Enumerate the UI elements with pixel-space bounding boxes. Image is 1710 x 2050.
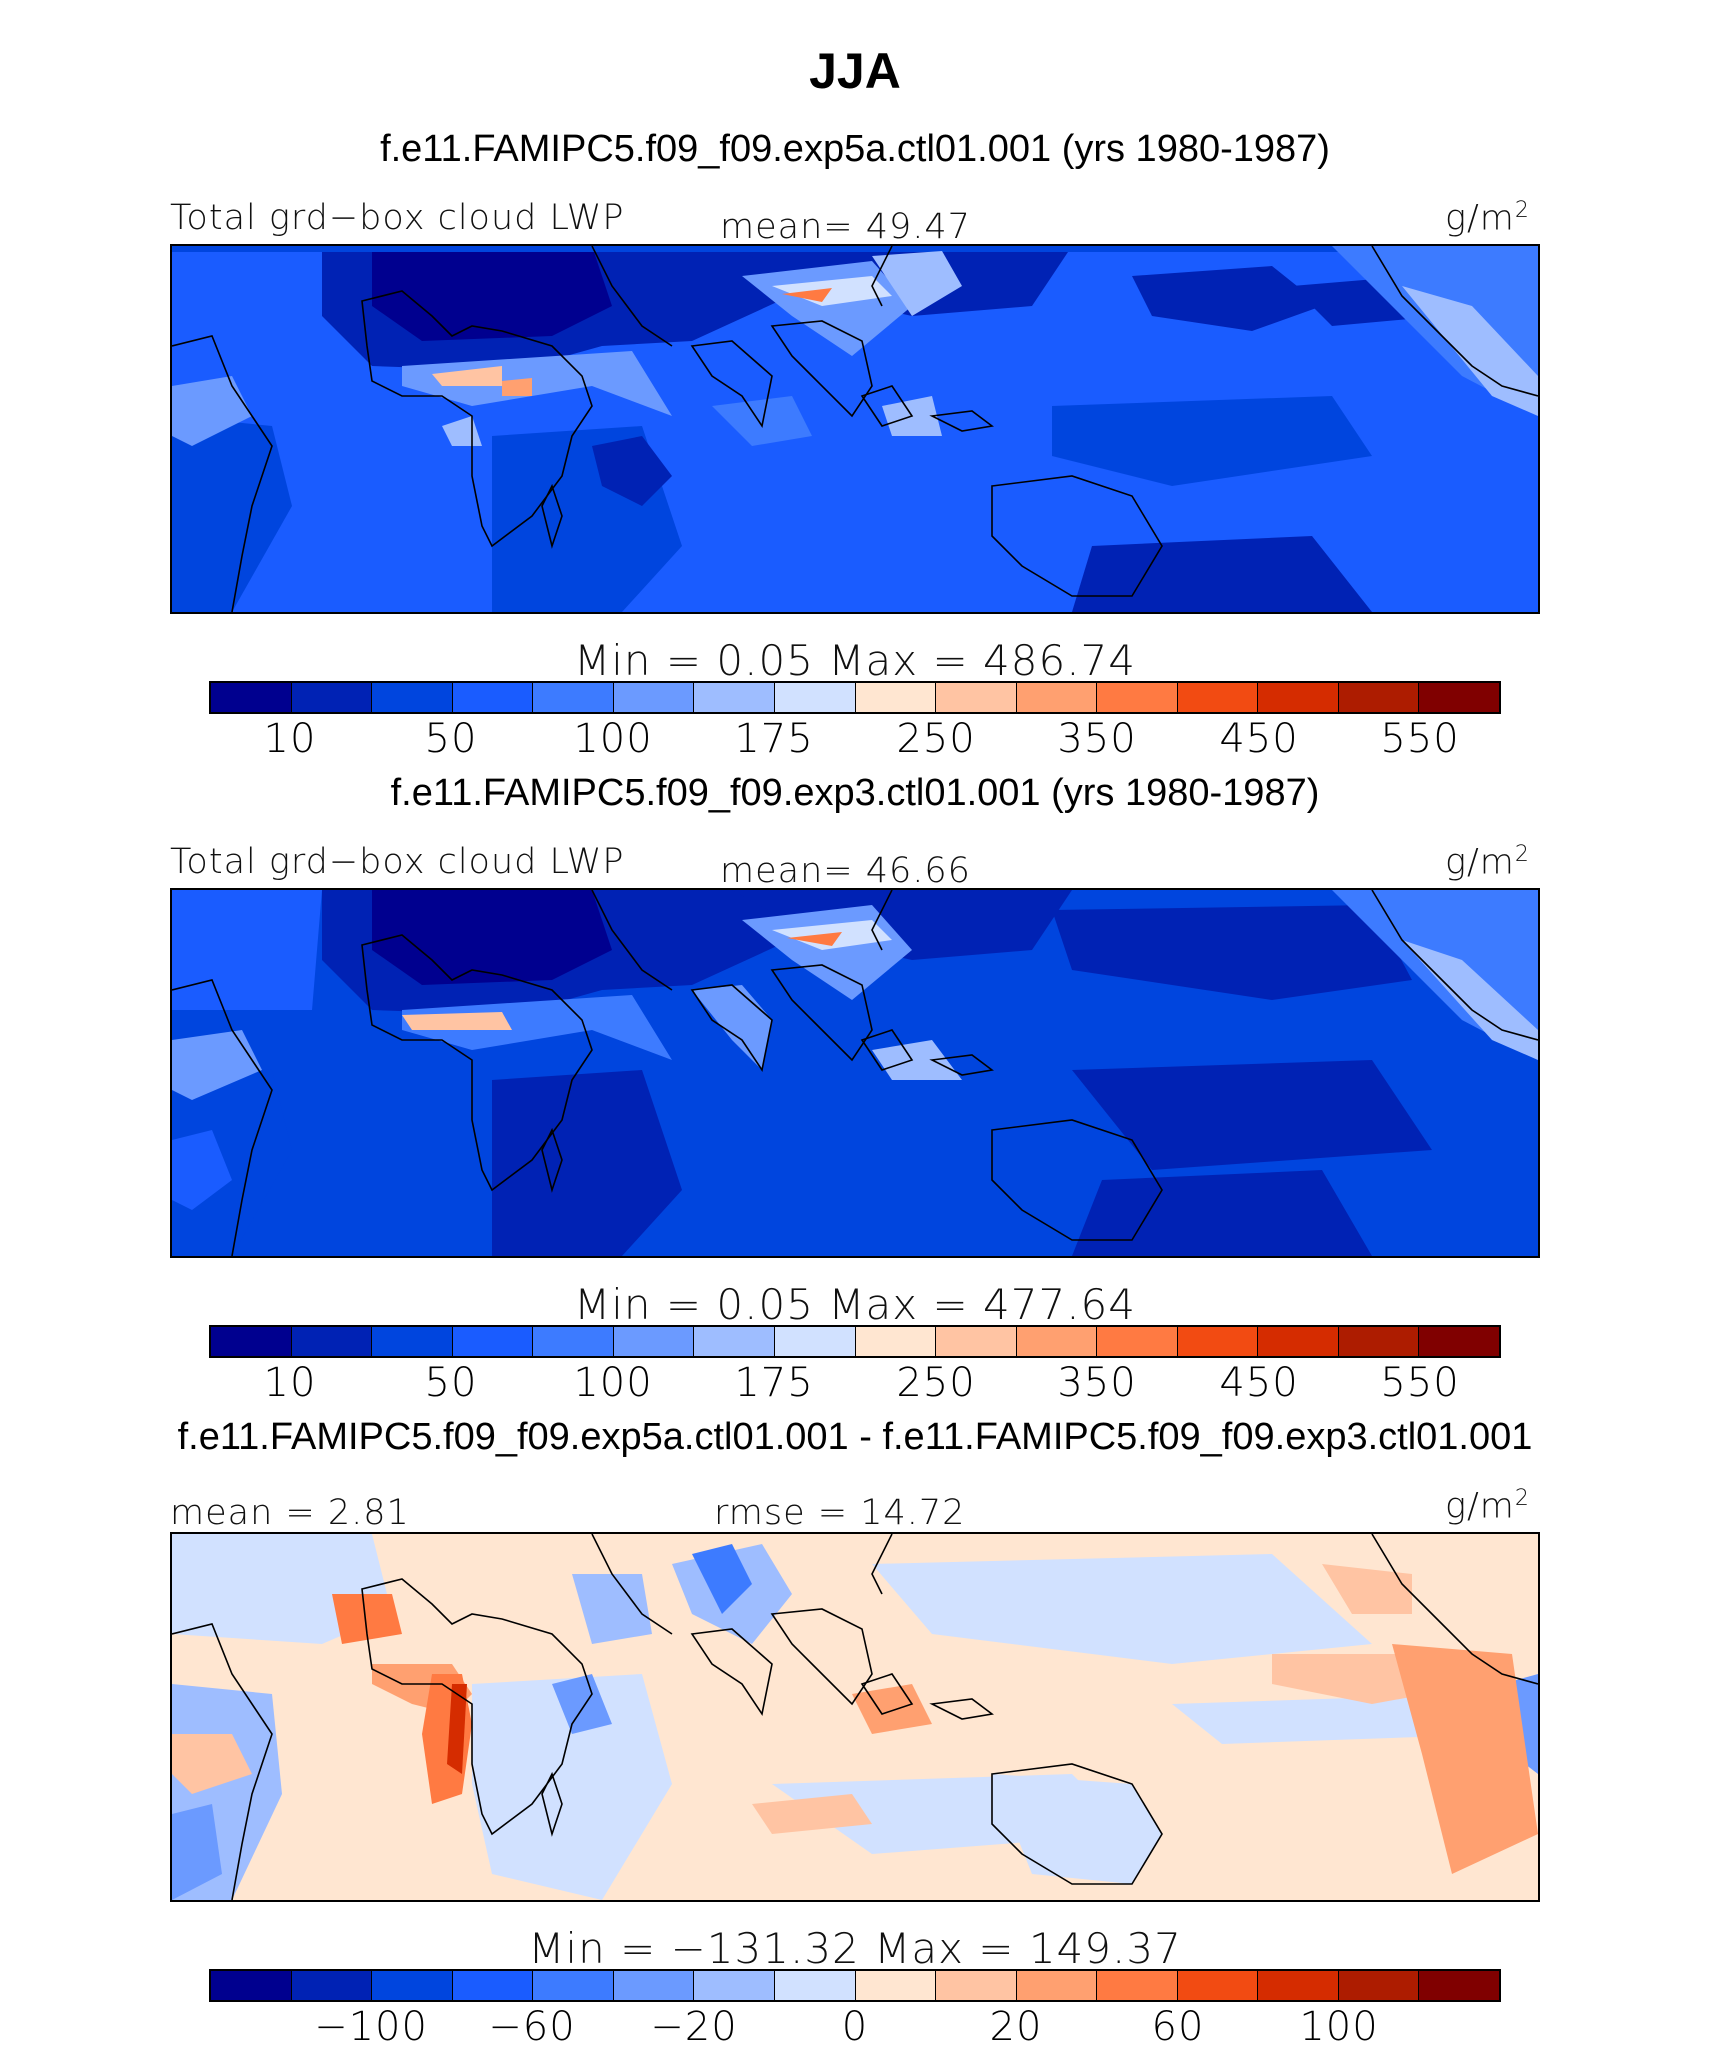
panel2-units-label: g/m2 xyxy=(1445,842,1530,883)
colorbar-tick-label: 450 xyxy=(1219,716,1299,762)
panel2-minmax-label: Min = 0.05 Max = 477.64 xyxy=(574,1280,1136,1329)
diff-colorbar-swatch xyxy=(291,1971,373,2000)
colorbar-tick-label: 175 xyxy=(734,1360,814,1406)
colorbar-swatch xyxy=(372,1327,453,1356)
colorbar-swatch xyxy=(1419,1327,1499,1356)
diff-colorbar-swatch xyxy=(1097,1971,1178,2000)
panel2-map xyxy=(170,888,1540,1258)
colorbar-swatch xyxy=(1097,1327,1178,1356)
diff-colorbar-tick-label: 60 xyxy=(1151,2004,1205,2050)
panel3-minmax-label: Min = −131.32 Max = 149.37 xyxy=(528,1924,1182,1973)
panel2-mean-label: mean= 46.66 xyxy=(720,851,971,891)
colorbar-swatch xyxy=(1177,683,1259,712)
colorbar-swatch xyxy=(1419,683,1499,712)
diff-colorbar-swatch xyxy=(936,1971,1017,2000)
panel1-units-label: g/m2 xyxy=(1445,198,1530,239)
colorbar-tick-label: 10 xyxy=(263,1360,317,1406)
panel3-map xyxy=(170,1532,1540,1902)
colorbar-swatch xyxy=(533,1327,614,1356)
colorbar-tick-label: 100 xyxy=(573,716,653,762)
diff-colorbar-tick-label: −100 xyxy=(314,2004,428,2050)
colorbar-tick-label: 175 xyxy=(734,716,814,762)
colorbar-swatch xyxy=(936,683,1017,712)
colorbar-swatch xyxy=(452,683,534,712)
panel2-colorbar xyxy=(209,1325,1501,1358)
colorbar-swatch xyxy=(1177,1327,1259,1356)
colorbar-swatch xyxy=(694,1327,775,1356)
diff-colorbar-tick-label: −60 xyxy=(488,2004,576,2050)
diff-colorbar-swatch xyxy=(1258,1971,1339,2000)
diff-colorbar-swatch xyxy=(533,1971,614,2000)
colorbar-swatch xyxy=(291,683,373,712)
colorbar-swatch xyxy=(855,1327,937,1356)
colorbar-tick-label: 50 xyxy=(424,1360,478,1406)
diff-colorbar-tick-label: 100 xyxy=(1299,2004,1379,2050)
panel1-map xyxy=(170,244,1540,614)
diff-colorbar-swatch xyxy=(774,1971,856,2000)
colorbar-tick-label: 250 xyxy=(896,1360,976,1406)
diff-colorbar-swatch xyxy=(694,1971,775,2000)
panel3-colorbar xyxy=(209,1969,1501,2002)
colorbar-swatch xyxy=(613,683,695,712)
diff-colorbar-swatch xyxy=(613,1971,695,2000)
panel1-variable-label: Total grd−box cloud LWP xyxy=(170,198,625,238)
colorbar-swatch xyxy=(1016,683,1098,712)
colorbar-swatch xyxy=(774,683,856,712)
diff-colorbar-swatch xyxy=(1338,1971,1420,2000)
panel3-mean-label: mean = 2.81 xyxy=(170,1493,410,1533)
panel1-colorbar xyxy=(209,681,1501,714)
diff-colorbar-swatch xyxy=(1016,1971,1098,2000)
colorbar-swatch xyxy=(533,683,614,712)
colorbar-swatch xyxy=(855,683,937,712)
colorbar-swatch xyxy=(1338,683,1420,712)
diff-colorbar-tick-label: 20 xyxy=(989,2004,1043,2050)
diff-colorbar-tick-label: −20 xyxy=(650,2004,738,2050)
diff-colorbar-swatch xyxy=(452,1971,534,2000)
colorbar-swatch xyxy=(372,683,453,712)
colorbar-swatch xyxy=(1338,1327,1420,1356)
figure-title: JJA xyxy=(809,43,901,99)
panel3-rmse-label: rmse = 14.72 xyxy=(714,1493,966,1533)
panel2-variable-label: Total grd−box cloud LWP xyxy=(170,842,625,882)
diff-colorbar-swatch xyxy=(1177,1971,1259,2000)
panel1-minmax-label: Min = 0.05 Max = 486.74 xyxy=(574,636,1136,685)
colorbar-tick-label: 250 xyxy=(896,716,976,762)
panel2-case-title: f.e11.FAMIPC5.f09_f09.exp3.ctl01.001 (yr… xyxy=(390,772,1320,814)
colorbar-tick-label: 50 xyxy=(424,716,478,762)
diff-colorbar-swatch xyxy=(211,1971,292,2000)
panel1-mean-label: mean= 49.47 xyxy=(720,207,971,247)
diff-colorbar-tick-label: 0 xyxy=(841,2004,869,2050)
colorbar-tick-label: 350 xyxy=(1057,1360,1137,1406)
lwp-exp5a-map xyxy=(172,246,1538,612)
colorbar-swatch xyxy=(452,1327,534,1356)
colorbar-swatch xyxy=(1258,1327,1339,1356)
colorbar-swatch xyxy=(291,1327,373,1356)
colorbar-tick-label: 550 xyxy=(1380,1360,1460,1406)
colorbar-tick-label: 450 xyxy=(1219,1360,1299,1406)
colorbar-swatch xyxy=(694,683,775,712)
lwp-exp3-map xyxy=(172,890,1538,1256)
colorbar-tick-label: 10 xyxy=(263,716,317,762)
colorbar-swatch xyxy=(774,1327,856,1356)
colorbar-swatch xyxy=(613,1327,695,1356)
colorbar-tick-label: 100 xyxy=(573,1360,653,1406)
colorbar-swatch xyxy=(211,683,292,712)
panel1-case-title: f.e11.FAMIPC5.f09_f09.exp5a.ctl01.001 (y… xyxy=(380,128,1330,170)
panel3-units-label: g/m2 xyxy=(1445,1486,1530,1527)
diff-colorbar-swatch xyxy=(855,1971,937,2000)
colorbar-swatch xyxy=(936,1327,1017,1356)
colorbar-swatch xyxy=(1016,1327,1098,1356)
colorbar-tick-label: 550 xyxy=(1380,716,1460,762)
colorbar-swatch xyxy=(1258,683,1339,712)
colorbar-swatch xyxy=(211,1327,292,1356)
diff-colorbar-swatch xyxy=(1419,1971,1499,2000)
diff-colorbar-swatch xyxy=(372,1971,453,2000)
colorbar-tick-label: 350 xyxy=(1057,716,1137,762)
lwp-difference-map xyxy=(172,1534,1538,1900)
colorbar-swatch xyxy=(1097,683,1178,712)
panel3-case-title: f.e11.FAMIPC5.f09_f09.exp5a.ctl01.001 - … xyxy=(177,1416,1533,1458)
